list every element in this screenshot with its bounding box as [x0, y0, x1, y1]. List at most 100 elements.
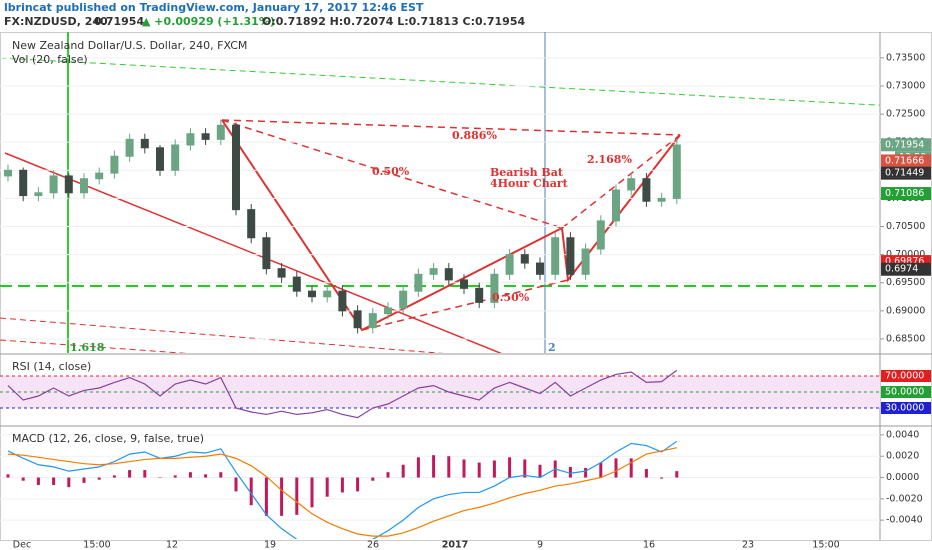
candle-body — [232, 124, 240, 211]
symbol: FX:NZDUSD, 240 — [4, 15, 108, 28]
candle-body — [475, 287, 484, 303]
rsi-title: RSI (14, close) — [12, 360, 91, 373]
histogram-bar — [584, 467, 588, 478]
histogram-bar — [112, 475, 116, 478]
candle-body — [399, 290, 408, 309]
histogram-bar — [477, 462, 481, 478]
last-price: 0.71954 — [94, 15, 144, 28]
macd-tick-label: -0.0020 — [886, 493, 923, 504]
macd-title: MACD (12, 26, close, 9, false, true) — [12, 432, 204, 445]
y-tick-label: 0.70500 — [886, 221, 925, 232]
candle-body — [110, 155, 119, 174]
histogram-bar — [432, 455, 436, 478]
rsi-line — [7, 369, 678, 419]
histogram-bar — [508, 457, 512, 478]
histogram-bar — [523, 459, 527, 478]
histogram-bar — [538, 464, 542, 478]
annotation: 2 — [548, 341, 556, 354]
histogram-bar — [280, 477, 284, 516]
histogram-bar — [173, 475, 177, 478]
y-tick-label: 0.68500 — [886, 333, 925, 344]
x-tick-label: 12 — [166, 540, 178, 550]
candle-body — [520, 254, 529, 264]
candle-body — [140, 138, 149, 149]
candle-body — [216, 124, 225, 140]
price-tag-label: 0.69876 — [885, 256, 924, 267]
histogram-bar — [128, 470, 132, 478]
trend-line — [0, 317, 444, 353]
y-tick-label: 0.73500 — [886, 52, 925, 63]
candle-body — [551, 237, 560, 275]
candle-body — [80, 178, 88, 194]
annotation: 0.50% — [372, 165, 410, 178]
annotation: 1.618 — [70, 341, 105, 354]
candle-body — [49, 175, 58, 194]
candle-body — [247, 209, 256, 239]
volume-label: Vol (20, false) — [12, 53, 88, 66]
candle-body — [4, 169, 12, 177]
x-tick-label: 26 — [367, 540, 379, 550]
candle-body — [627, 178, 636, 191]
candle-body — [536, 262, 544, 275]
histogram-bar — [675, 471, 679, 478]
histogram-bar — [356, 477, 360, 492]
histogram-bar — [82, 477, 86, 483]
histogram-bar — [158, 477, 162, 479]
y-tick-label: 0.70000 — [886, 249, 925, 260]
candle-body — [64, 175, 73, 194]
ohlc: O:0.71892 H:0.72074 L:0.71813 C:0.71954 — [262, 15, 525, 28]
price-tag — [881, 166, 931, 180]
level-tag — [881, 402, 931, 414]
annotation: 2.168% — [587, 153, 632, 166]
histogram-bar — [660, 477, 664, 479]
candle-body — [353, 310, 362, 329]
histogram-bar — [234, 477, 238, 492]
histogram-bar — [447, 456, 451, 478]
histogram-bar — [219, 472, 223, 478]
candle-body — [338, 290, 347, 312]
x-tick-label: 2017 — [442, 540, 468, 550]
histogram-bar — [599, 462, 603, 478]
histogram-bar — [6, 474, 10, 478]
candle-body — [429, 268, 438, 275]
macd-tick-label: 0.0020 — [886, 451, 919, 462]
histogram-bar — [371, 477, 375, 481]
histogram-bar — [614, 458, 618, 478]
candle-body — [201, 133, 210, 140]
candle-body — [95, 172, 104, 180]
price-tag — [881, 187, 931, 201]
x-tick-label: 15:00 — [812, 540, 839, 550]
candle-body — [384, 307, 392, 315]
publisher: lbrincat published on TradingView.com, J… — [4, 1, 424, 14]
candle-body — [186, 133, 195, 146]
price-tag — [881, 138, 931, 152]
histogram-bar — [97, 477, 101, 480]
histogram-bar — [340, 477, 344, 493]
price-tag-label: 0.71954 — [885, 139, 924, 150]
histogram-bar — [568, 466, 572, 478]
histogram-bar — [204, 474, 208, 478]
rsi-tick-label: 50.0000 — [885, 387, 924, 398]
histogram-bar — [249, 477, 253, 506]
histogram-bar — [492, 460, 496, 478]
histogram-bar — [629, 458, 633, 478]
candle-body — [34, 192, 43, 197]
candle-body — [505, 254, 514, 275]
annotation: Bearish Bat — [490, 166, 564, 179]
change: ▲ +0.00929 (+1.31%) — [142, 15, 275, 28]
level-tag — [881, 370, 931, 382]
pane-title: New Zealand Dollar/U.S. Dollar, 240, FXC… — [12, 39, 247, 52]
trend-line — [0, 339, 188, 353]
candle-body — [672, 144, 681, 199]
candle-body — [19, 169, 28, 197]
annotation: 0.886% — [452, 129, 497, 142]
candle-body — [444, 268, 453, 281]
price-tag-label: 0.71666 — [885, 155, 924, 166]
signal-line — [7, 447, 677, 537]
x-tick-label: 19 — [264, 540, 276, 550]
x-tick-label: Dec — [13, 540, 31, 550]
histogram-bar — [143, 470, 147, 478]
histogram-bar — [310, 477, 314, 508]
